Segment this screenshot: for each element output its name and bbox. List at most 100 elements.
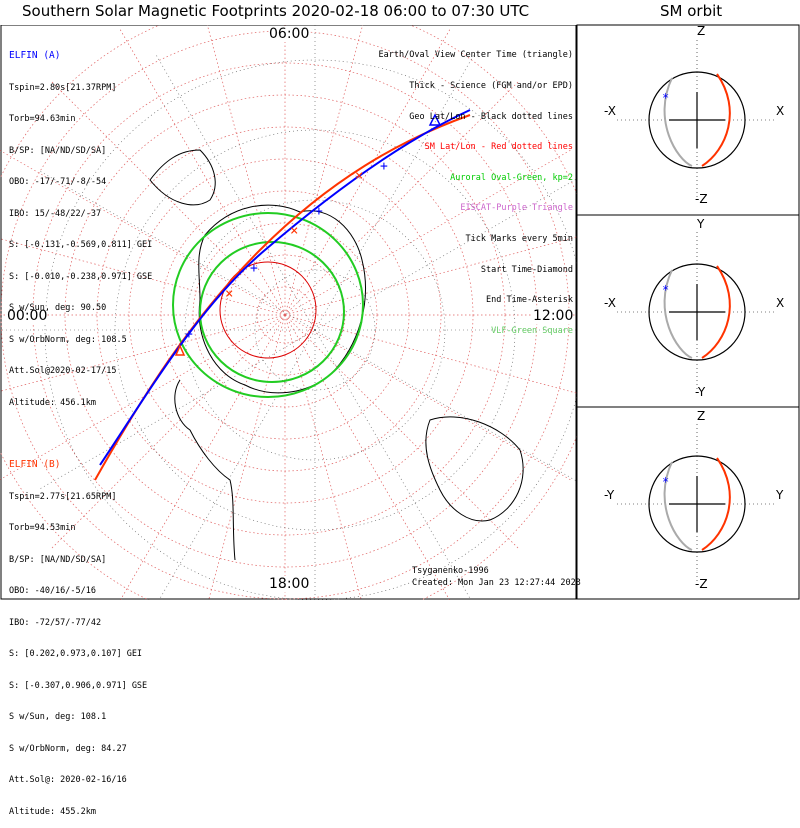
- sm-longitude-line: [284, 149, 571, 316]
- legend-item: Start Time-Diamond: [480, 264, 573, 275]
- sm-orbit-gray: [663, 77, 693, 167]
- sm-xz-left-label: -X: [604, 104, 616, 118]
- sm-longitude-line: [0, 314, 286, 392]
- geo-longitude-line: [37, 169, 316, 331]
- elfin-a-track: [99, 109, 471, 466]
- legend: Earth/Oval View Center Time (triangle) T…: [379, 30, 573, 346]
- sm-longitude-line: [284, 29, 451, 316]
- sm-longitude-line: [120, 314, 286, 600]
- sm-orbit-gray: [663, 461, 693, 551]
- legend-item: Tick Marks every 5min: [465, 234, 573, 245]
- elfin-b-name: ELFIN (B): [9, 459, 61, 470]
- elfin-b-tick-mark: ×: [225, 286, 233, 302]
- sm-longitude-line: [200, 0, 286, 316]
- sm-xz-right-label: X: [776, 104, 785, 118]
- sm-longitude-line: [208, 314, 286, 600]
- sm-yz-bottom-label: -Z: [695, 577, 708, 591]
- sm-yz-top-label: Z: [697, 409, 706, 423]
- sm-longitude-line: [284, 314, 571, 481]
- australia-coastline: [425, 416, 524, 522]
- south-africa-coastline: [149, 149, 216, 206]
- elfin-b-info: ELFIN (B) Tspin=2.77s[21.65RPM] Torb=94.…: [9, 439, 147, 828]
- elfin-b-line: S w/OrbNorm, deg: 84.27: [9, 743, 127, 754]
- mlt-label-left: 00:00: [7, 308, 48, 324]
- elfin-a-tick-mark: +: [185, 327, 193, 342]
- elfin-a-line: Att.Sol@2020-02-17/15: [9, 366, 117, 376]
- elfin-a-tick-mark: +: [250, 261, 258, 276]
- elfin-a-line: Altitude: 456.1km: [9, 397, 96, 408]
- sm-orbit-gray: [663, 269, 693, 359]
- sm-xy-right-label: X: [776, 296, 785, 310]
- geo-longitude-line: [154, 52, 316, 331]
- sm-elfin-a-asterisk: *: [662, 475, 669, 489]
- sm-longitude-line: [284, 314, 362, 600]
- sm-xz-top-label: Z: [697, 24, 706, 38]
- elfin-a-view-triangle: [428, 113, 442, 126]
- elfin-a-tick-mark: +: [380, 159, 388, 174]
- title-band: [0, 0, 800, 25]
- geo-longitude-line: [314, 169, 593, 331]
- elfin-b-line: B/SP: [NA/ND/SD/SA]: [9, 554, 107, 565]
- sm-longitude-line: [0, 314, 286, 480]
- sm-panels-frame: [576, 24, 800, 600]
- auroral-oval-inner: [199, 241, 345, 383]
- footprint-plot: × × × + + + + * * *: [0, 0, 800, 600]
- sm-orbit-red: [701, 73, 731, 167]
- elfin-a-line: Tspin=2.80s[21.37RPM]: [9, 82, 117, 93]
- sm-longitude-line: [51, 81, 286, 316]
- geo-longitude-line: [314, 52, 476, 331]
- sm-orbit-title: SM orbit: [660, 2, 723, 20]
- sm-longitude-line: [284, 81, 519, 316]
- elfin-a-line: OBO: -17/-71/-8/-54: [9, 177, 107, 187]
- sm-xy-top-label: Y: [697, 217, 705, 231]
- legend-item: EISCAT-Purple Triangle: [460, 203, 573, 214]
- elfin-b-line: OBO: -40/16/-5/16: [9, 586, 96, 596]
- sm-orbit-red: [701, 265, 731, 359]
- elfin-b-line: IBO: -72/57/-77/42: [9, 617, 102, 628]
- sm-elfin-a-asterisk: *: [662, 91, 669, 105]
- elfin-b-start-diamond: [174, 344, 186, 356]
- sm-longitude-line: [284, 229, 604, 316]
- sm-yz-right-label: Y: [776, 488, 784, 502]
- sm-longitude-line: [0, 238, 286, 316]
- sm-longitude-line: [51, 314, 286, 549]
- mlt-label-bottom: 18:00: [269, 576, 310, 592]
- elfin-a-line: Torb=94.63min: [9, 114, 76, 124]
- legend-item: Thick - Science (FGM and/or EPD): [409, 81, 573, 92]
- elfin-a-line: S: [-0.010,-0.238,0.971] GSE: [9, 271, 153, 282]
- page-title: Southern Solar Magnetic Footprints 2020-…: [22, 2, 530, 20]
- sm-xy-bottom-label: -Y: [695, 385, 706, 399]
- elfin-a-name: ELFIN (A): [9, 50, 61, 61]
- sm-elfin-a-asterisk: *: [662, 283, 669, 297]
- sm-longitude-line: [284, 0, 370, 316]
- elfin-a-info: ELFIN (A) Tspin=2.80s[21.37RPM] Torb=94.…: [9, 30, 152, 419]
- sm-longitude-line: [284, 314, 519, 549]
- geo-longitude-line: [314, 329, 472, 600]
- mlt-label-right: 12:00: [533, 308, 574, 324]
- south-america-coastline: [174, 379, 236, 561]
- elfin-b-line: Altitude: 455.2km: [9, 806, 96, 817]
- legend-item: VLF-Green Square: [491, 325, 573, 336]
- elfin-b-line: S: [-0.307,0.906,0.971] GSE: [9, 680, 148, 691]
- elfin-b-line: Tspin=2.77s[21.65RPM]: [9, 491, 117, 502]
- sm-longitude-line: [284, 314, 604, 401]
- elfin-a-tick-mark: +: [315, 204, 323, 219]
- elfin-b-line: S: [0.202,0.973,0.107] GEI: [9, 649, 143, 659]
- legend-item: Earth/Oval View Center Time (triangle): [378, 50, 573, 61]
- sm-orbit-red: [701, 457, 731, 551]
- elfin-b-line: Torb=94.53min: [9, 523, 76, 533]
- elfin-a-line: IBO: 15/-48/22/-37: [9, 208, 102, 219]
- elfin-b-line: Att.Sol@: 2020-02-16/16: [9, 775, 127, 785]
- sm-xy-left-label: -X: [604, 296, 616, 310]
- elfin-a-line: S: [-0.131,-0.569,0.811] GEI: [9, 240, 153, 250]
- sm-longitude-line: [284, 314, 450, 600]
- created-timestamp: Created: Mon Jan 23 12:27:44 2023: [412, 578, 581, 588]
- elfin-a-line: S w/Sun, deg: 90.50: [9, 303, 107, 313]
- sm-yz-left-label: -Y: [604, 488, 615, 502]
- elfin-b-tick-mark: ×: [355, 168, 363, 184]
- sm-longitude-line: [0, 150, 286, 316]
- sm-longitude-line: [119, 29, 286, 316]
- geo-longitude-line: [158, 329, 316, 600]
- elfin-a-line: S w/OrbNorm, deg: 108.5: [9, 334, 127, 345]
- legend-item: End Time-Asterisk: [486, 295, 573, 306]
